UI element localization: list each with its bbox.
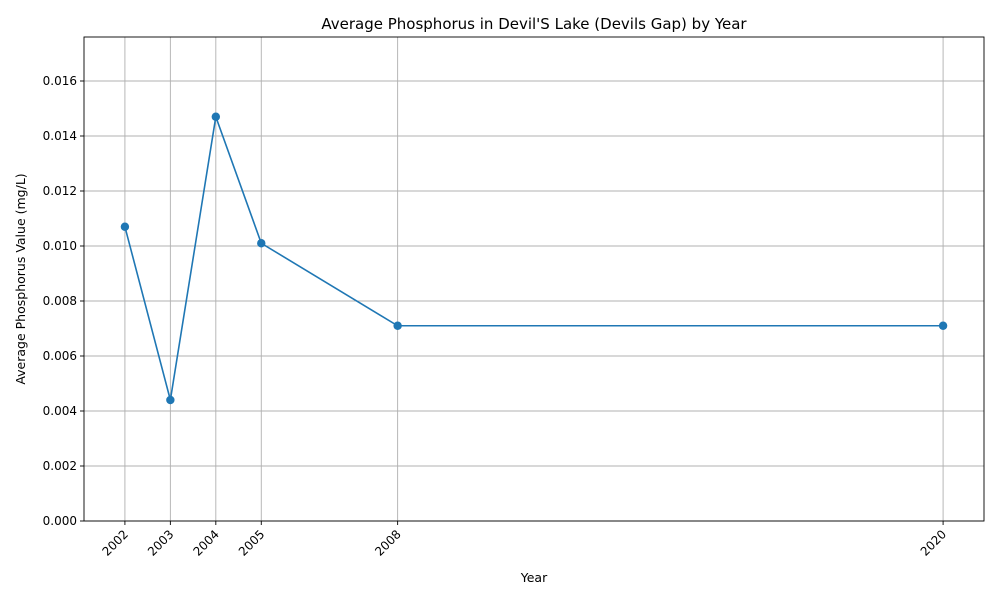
x-tick-label: 2003 xyxy=(145,527,176,558)
x-tick-label: 2008 xyxy=(372,527,403,558)
y-tick-label: 0.010 xyxy=(43,239,77,253)
data-point xyxy=(120,222,130,231)
y-tick-label: 0.004 xyxy=(43,404,77,418)
y-tick-label: 0.016 xyxy=(43,74,77,88)
grid xyxy=(84,37,984,522)
y-tick-label: 0.014 xyxy=(43,129,77,143)
y-tick-label: 0.000 xyxy=(43,514,77,528)
data-point xyxy=(166,395,175,405)
series xyxy=(120,112,948,405)
y-tick-label: 0.006 xyxy=(43,349,77,363)
chart-title: Average Phosphorus in Devil'S Lake (Devi… xyxy=(321,15,747,33)
data-point xyxy=(938,321,948,330)
data-point xyxy=(257,239,266,248)
y-tick-label: 0.008 xyxy=(43,294,77,308)
plot-frame xyxy=(83,36,985,522)
axis-ticks: 0.000 0.002 0.004 0.006 0.008 0.010 0.012 0.014… xyxy=(43,74,950,559)
x-tick-label: 2005 xyxy=(236,527,267,558)
x-tick-label: 2020 xyxy=(918,527,949,558)
data-point xyxy=(211,112,221,121)
y-tick-label: 0.002 xyxy=(43,459,77,473)
data-point xyxy=(393,321,402,330)
x-axis-label: Year xyxy=(520,570,548,585)
x-tick-label: 2004 xyxy=(190,527,221,558)
series-line xyxy=(124,116,944,401)
y-axis-label: Average Phosphorus Value (mg/L) xyxy=(13,173,28,384)
y-tick-label: 0.012 xyxy=(43,184,77,198)
x-tick-label: 2002 xyxy=(100,527,131,558)
